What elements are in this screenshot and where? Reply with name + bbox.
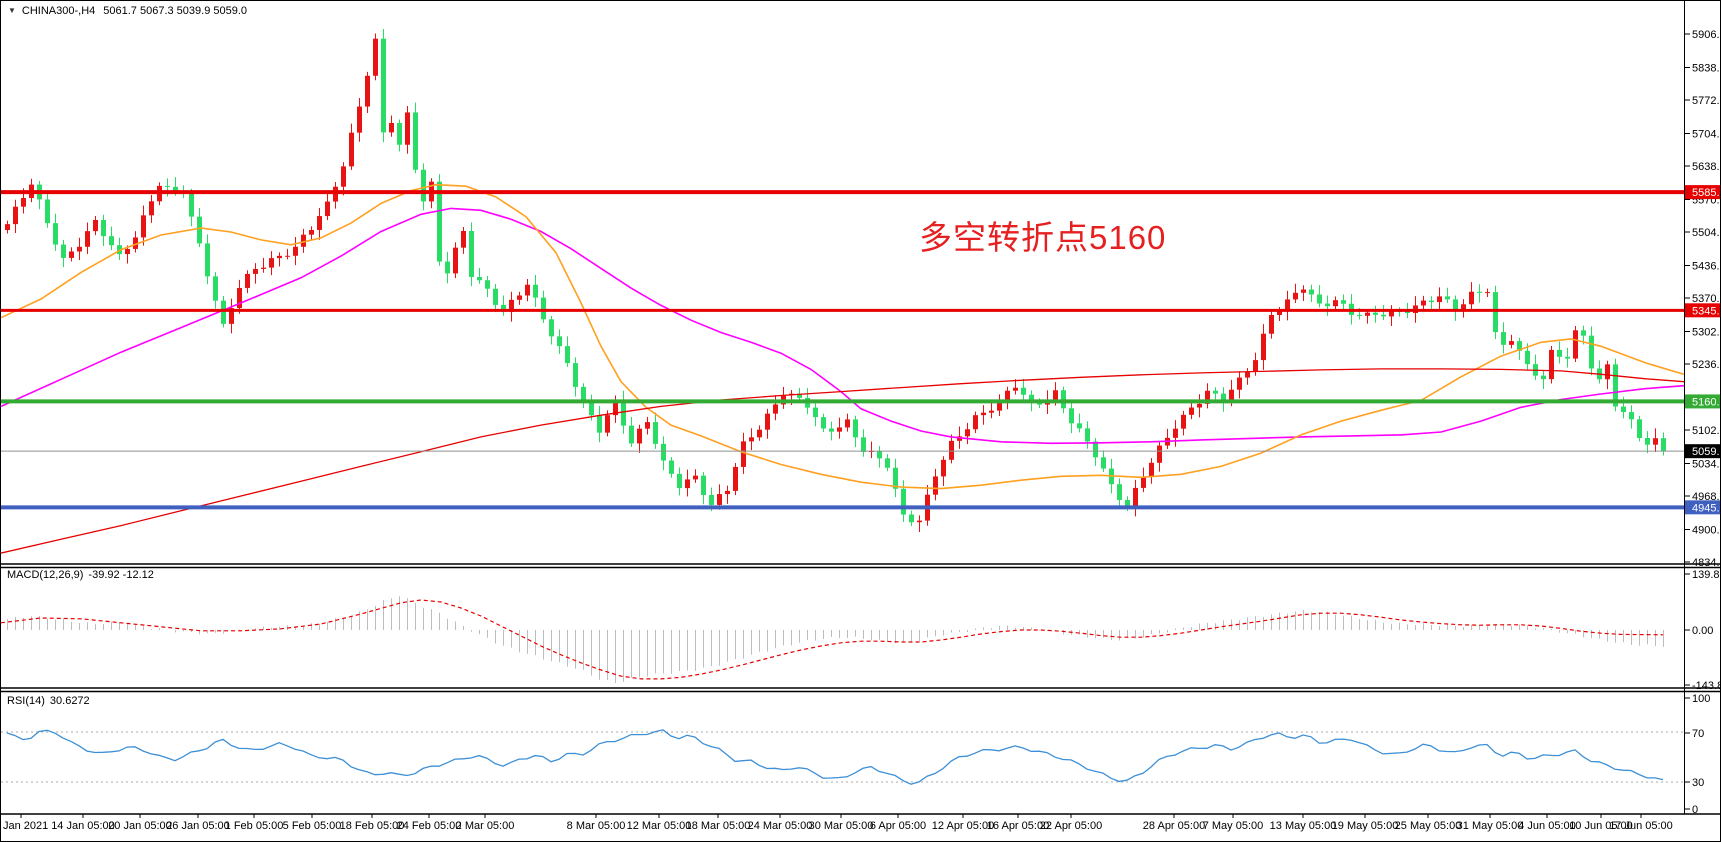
rsi-indicator-label: RSI(14) 30.6272: [7, 695, 90, 707]
price-tick-label: 5838.0: [1692, 62, 1721, 74]
price-tick-label: 5302.0: [1692, 326, 1721, 338]
rsi-panel-group: [1, 729, 1684, 785]
time-tick-label: 2 Mar 05:00: [456, 820, 515, 832]
time-tick-label: 12 Mar 05:00: [627, 820, 692, 832]
price-annotation-text: 多空转折点5160: [919, 219, 1167, 256]
price-badge-5160.0: 5160.0: [1685, 394, 1721, 409]
time-tick-label: 26 Jan 05:00: [166, 820, 230, 832]
time-tick-label: 31 May 05:00: [1457, 820, 1524, 832]
macd-indicator-label: MACD(12,26,9) -39.92 -12.12: [7, 569, 154, 581]
price-badge-label: 5059.0: [1692, 446, 1721, 458]
price-badge-label: 5160.0: [1692, 396, 1721, 408]
price-tick-label: 5704.0: [1692, 128, 1721, 140]
price-badge-4945.0: 4945.0: [1685, 500, 1721, 515]
price-badge-label: 4945.0: [1692, 502, 1721, 514]
price-tick-label: 5906.0: [1692, 29, 1721, 41]
macd-panel-group: [1, 596, 1664, 684]
price-badge-label: 5585.0: [1692, 187, 1721, 199]
price-badge-5345.0: 5345.0: [1685, 303, 1721, 318]
time-tick-label: 18 Feb 05:00: [340, 820, 405, 832]
time-tick-label: 22 Apr 05:00: [1040, 820, 1102, 832]
time-tick-label: 13 May 05:00: [1270, 820, 1337, 832]
price-tick-label: 5436.0: [1692, 260, 1721, 272]
time-tick-label: 8 Mar 05:00: [567, 820, 626, 832]
horizontal-lines-group: [1, 190, 1684, 510]
time-tick-label: 14 Jan 05:00: [51, 820, 115, 832]
candles-group: [5, 29, 1666, 532]
macd-scale-label: 139.86: [1692, 569, 1721, 581]
price-tick-label: 5638.0: [1692, 161, 1721, 173]
ma-red-line: [1, 368, 1684, 554]
time-tick-label: 1 Feb 05:00: [225, 820, 284, 832]
ma-orange-line: [1, 183, 1684, 490]
price-tick-label: 4834.0: [1692, 557, 1721, 569]
time-tick-label: 8 Jan 2021: [1, 820, 48, 832]
symbol-title-bar: ▼ CHINA300-,H4 5061.7 5067.3 5039.9 5059.0: [8, 5, 247, 17]
macd-name: MACD(12,26,9): [7, 569, 84, 581]
rsi-scale-label: 70: [1692, 728, 1704, 740]
price-tick-label: 5504.0: [1692, 227, 1721, 239]
time-tick-label: 19 May 05:00: [1332, 820, 1399, 832]
price-tick-label: 4900.0: [1692, 524, 1721, 536]
rsi-value: 30.6272: [49, 695, 90, 707]
time-tick-label: 12 Apr 05:00: [932, 820, 994, 832]
macd-signal-line: [1, 599, 1664, 680]
price-tick-label: 5772.0: [1692, 95, 1721, 107]
rsi-scale-label: 0: [1692, 804, 1698, 816]
price-badge-5059.0: 5059.0: [1685, 444, 1721, 459]
time-tick-label: 28 Apr 05:00: [1143, 820, 1205, 832]
price-badge-5585.0: 5585.0: [1685, 185, 1721, 200]
time-tick-label: 4 Jun 05:00: [1518, 820, 1576, 832]
time-tick-label: 10 Jun 05:00: [1569, 820, 1633, 832]
time-tick-label: 20 Jan 05:00: [108, 820, 172, 832]
time-tick-label: 16 Apr 05:00: [987, 820, 1049, 832]
time-tick-label: 24 Mar 05:00: [748, 820, 813, 832]
price-tick-label: 5102.0: [1692, 425, 1721, 437]
price-tick-label: 5034.0: [1692, 458, 1721, 470]
rsi-name: RSI(14): [7, 695, 45, 707]
rsi-line: [6, 729, 1664, 785]
symbol-dropdown-icon[interactable]: ▼: [8, 6, 16, 15]
macd-scale-label: 0.00: [1692, 625, 1713, 637]
rsi-scale-label: 100: [1692, 693, 1710, 705]
symbol-timeframe-label: CHINA300-,H4: [21, 5, 96, 17]
price-tick-label: 5236.0: [1692, 359, 1721, 371]
time-tick-label: 24 Feb 05:00: [397, 820, 462, 832]
time-tick-label: 6 Apr 05:00: [870, 820, 926, 832]
ohlc-values: 5061.7 5067.3 5039.9 5059.0: [103, 5, 248, 17]
price-axis[interactable]: 5906.05838.05772.05704.05638.05570.05504…: [1684, 29, 1721, 816]
rsi-scale-label: 30: [1692, 777, 1704, 789]
time-tick-label: 5 Feb 05:00: [283, 820, 342, 832]
time-tick-label: 25 May 05:00: [1395, 820, 1462, 832]
price-badge-label: 5345.0: [1692, 305, 1721, 317]
ma-magenta-line: [1, 207, 1684, 445]
macd-values: -39.92 -12.12: [88, 569, 154, 581]
time-tick-label: 18 Mar 05:00: [686, 820, 751, 832]
time-tick-label: 30 Mar 05:00: [809, 820, 874, 832]
macd-scale-label: -143.82: [1692, 680, 1721, 692]
time-tick-label: 17 Jun 05:00: [1609, 820, 1673, 832]
price-tick-label: 5370.0: [1692, 293, 1721, 305]
time-tick-label: 7 May 05:00: [1203, 820, 1264, 832]
price-tick-label: 4968.0: [1692, 491, 1721, 503]
panel-separators: [1, 1, 1720, 815]
